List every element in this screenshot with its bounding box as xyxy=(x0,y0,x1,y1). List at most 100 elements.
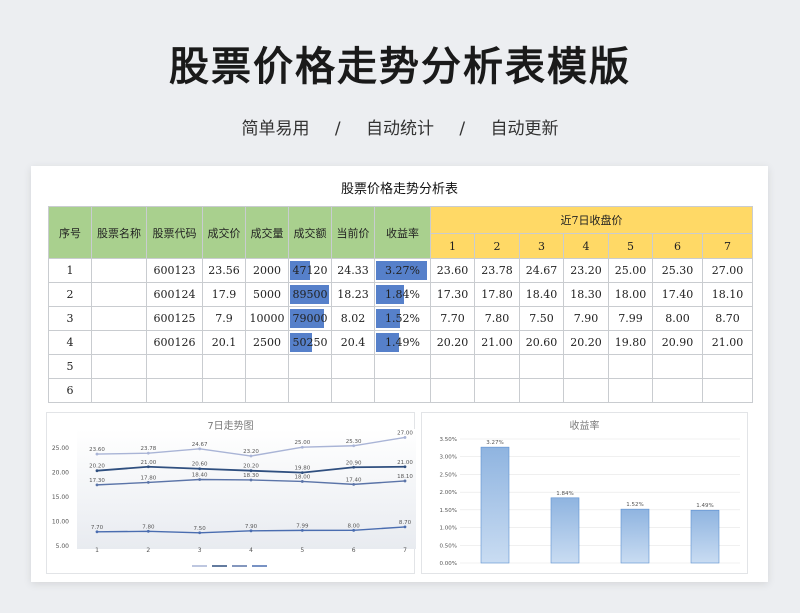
cell-day-5[interactable]: 7.99 xyxy=(608,306,653,331)
cell-no[interactable]: 6 xyxy=(48,378,92,403)
cell-volume[interactable]: 2000 xyxy=(245,258,289,283)
cell-price[interactable] xyxy=(202,378,246,403)
cell-day-6[interactable]: 25.30 xyxy=(652,258,703,283)
cell-day-5[interactable] xyxy=(608,378,653,403)
cell-name[interactable] xyxy=(91,306,147,331)
cell-amount[interactable]: 50250 xyxy=(288,330,332,355)
cell-day-3[interactable]: 7.50 xyxy=(519,306,564,331)
col-header-day-6[interactable]: 6 xyxy=(652,233,703,259)
col-header-day-2[interactable]: 2 xyxy=(474,233,520,259)
col-header-7day-close[interactable]: 近7日收盘价 xyxy=(430,206,753,234)
col-header-day-3[interactable]: 3 xyxy=(519,233,564,259)
cell-yield[interactable]: 3.27% xyxy=(374,258,431,283)
cell-day-2[interactable]: 7.80 xyxy=(474,306,520,331)
cell-day-7[interactable]: 8.70 xyxy=(702,306,753,331)
cell-day-5[interactable] xyxy=(608,354,653,379)
cell-day-3[interactable]: 20.60 xyxy=(519,330,564,355)
cell-day-1[interactable] xyxy=(430,354,475,379)
cell-price[interactable]: 23.56 xyxy=(202,258,246,283)
cell-day-6[interactable]: 8.00 xyxy=(652,306,703,331)
cell-day-3[interactable] xyxy=(519,354,564,379)
cell-yield[interactable] xyxy=(374,354,431,379)
cell-volume[interactable]: 5000 xyxy=(245,282,289,307)
cell-day-4[interactable]: 23.20 xyxy=(563,258,609,283)
col-header-amount[interactable]: 成交额 xyxy=(288,206,332,259)
cell-amount[interactable] xyxy=(288,354,332,379)
cell-name[interactable] xyxy=(91,258,147,283)
cell-yield[interactable]: 1.52% xyxy=(374,306,431,331)
cell-amount[interactable] xyxy=(288,378,332,403)
cell-day-1[interactable]: 23.60 xyxy=(430,258,475,283)
col-header-no[interactable]: 序号 xyxy=(48,206,92,259)
cell-day-1[interactable]: 20.20 xyxy=(430,330,475,355)
cell-no[interactable]: 4 xyxy=(48,330,92,355)
cell-day-7[interactable]: 21.00 xyxy=(702,330,753,355)
cell-day-3[interactable]: 18.40 xyxy=(519,282,564,307)
cell-day-6[interactable] xyxy=(652,378,703,403)
col-header-day-1[interactable]: 1 xyxy=(430,233,475,259)
cell-volume[interactable] xyxy=(245,378,289,403)
cell-no[interactable]: 1 xyxy=(48,258,92,283)
cell-name[interactable] xyxy=(91,378,147,403)
cell-no[interactable]: 3 xyxy=(48,306,92,331)
cell-day-3[interactable] xyxy=(519,378,564,403)
cell-day-6[interactable]: 20.90 xyxy=(652,330,703,355)
cell-code[interactable] xyxy=(146,354,203,379)
cell-current[interactable]: 8.02 xyxy=(331,306,375,331)
cell-day-2[interactable] xyxy=(474,378,520,403)
line-chart-panel[interactable]: 7日走势图 5.00 10.00 15.00 20.00 25.00 1 2 3 4 5 6 7 23.… xyxy=(46,412,425,574)
cell-day-1[interactable]: 17.30 xyxy=(430,282,475,307)
cell-day-4[interactable]: 7.90 xyxy=(563,306,609,331)
cell-day-1[interactable]: 7.70 xyxy=(430,306,475,331)
cell-no[interactable]: 5 xyxy=(48,354,92,379)
cell-name[interactable] xyxy=(91,330,147,355)
cell-volume[interactable] xyxy=(245,354,289,379)
cell-day-1[interactable] xyxy=(430,378,475,403)
cell-price[interactable]: 7.9 xyxy=(202,306,246,331)
cell-amount[interactable]: 89500 xyxy=(288,282,332,307)
cell-code[interactable]: 600126 xyxy=(146,330,203,355)
cell-code[interactable]: 600125 xyxy=(146,306,203,331)
cell-name[interactable] xyxy=(91,282,147,307)
cell-day-4[interactable]: 18.30 xyxy=(563,282,609,307)
cell-day-5[interactable]: 18.00 xyxy=(608,282,653,307)
cell-current[interactable] xyxy=(331,378,375,403)
cell-name[interactable] xyxy=(91,354,147,379)
cell-day-7[interactable]: 27.00 xyxy=(702,258,753,283)
cell-amount[interactable]: 47120 xyxy=(288,258,332,283)
cell-day-2[interactable] xyxy=(474,354,520,379)
cell-day-6[interactable] xyxy=(652,354,703,379)
cell-day-2[interactable]: 17.80 xyxy=(474,282,520,307)
cell-price[interactable]: 17.9 xyxy=(202,282,246,307)
col-header-code[interactable]: 股票代码 xyxy=(146,206,203,259)
cell-current[interactable]: 24.33 xyxy=(331,258,375,283)
cell-code[interactable]: 600123 xyxy=(146,258,203,283)
col-header-current[interactable]: 当前价 xyxy=(331,206,375,259)
col-header-day-4[interactable]: 4 xyxy=(563,233,609,259)
cell-no[interactable]: 2 xyxy=(48,282,92,307)
col-header-price[interactable]: 成交价 xyxy=(202,206,246,259)
cell-day-3[interactable]: 24.67 xyxy=(519,258,564,283)
col-header-volume[interactable]: 成交量 xyxy=(245,206,289,259)
cell-volume[interactable]: 10000 xyxy=(245,306,289,331)
cell-current[interactable]: 18.23 xyxy=(331,282,375,307)
cell-day-4[interactable] xyxy=(563,354,609,379)
col-header-day-5[interactable]: 5 xyxy=(608,233,653,259)
cell-day-7[interactable]: 18.10 xyxy=(702,282,753,307)
cell-day-5[interactable]: 19.80 xyxy=(608,330,653,355)
col-header-yield[interactable]: 收益率 xyxy=(374,206,431,259)
cell-current[interactable]: 20.4 xyxy=(331,330,375,355)
cell-day-2[interactable]: 23.78 xyxy=(474,258,520,283)
cell-amount[interactable]: 79000 xyxy=(288,306,332,331)
cell-day-7[interactable] xyxy=(702,354,753,379)
cell-day-2[interactable]: 21.00 xyxy=(474,330,520,355)
cell-yield[interactable]: 1.84% xyxy=(374,282,431,307)
cell-code[interactable] xyxy=(146,378,203,403)
bar-chart-panel[interactable]: 收益率 0.00% 0.50% 1.00% 1.50% 2.00% 2.50% 3.00% 3… xyxy=(421,412,748,574)
cell-day-6[interactable]: 17.40 xyxy=(652,282,703,307)
col-header-day-7[interactable]: 7 xyxy=(702,233,753,259)
cell-day-7[interactable] xyxy=(702,378,753,403)
cell-yield[interactable] xyxy=(374,378,431,403)
col-header-name[interactable]: 股票名称 xyxy=(91,206,147,259)
cell-volume[interactable]: 2500 xyxy=(245,330,289,355)
